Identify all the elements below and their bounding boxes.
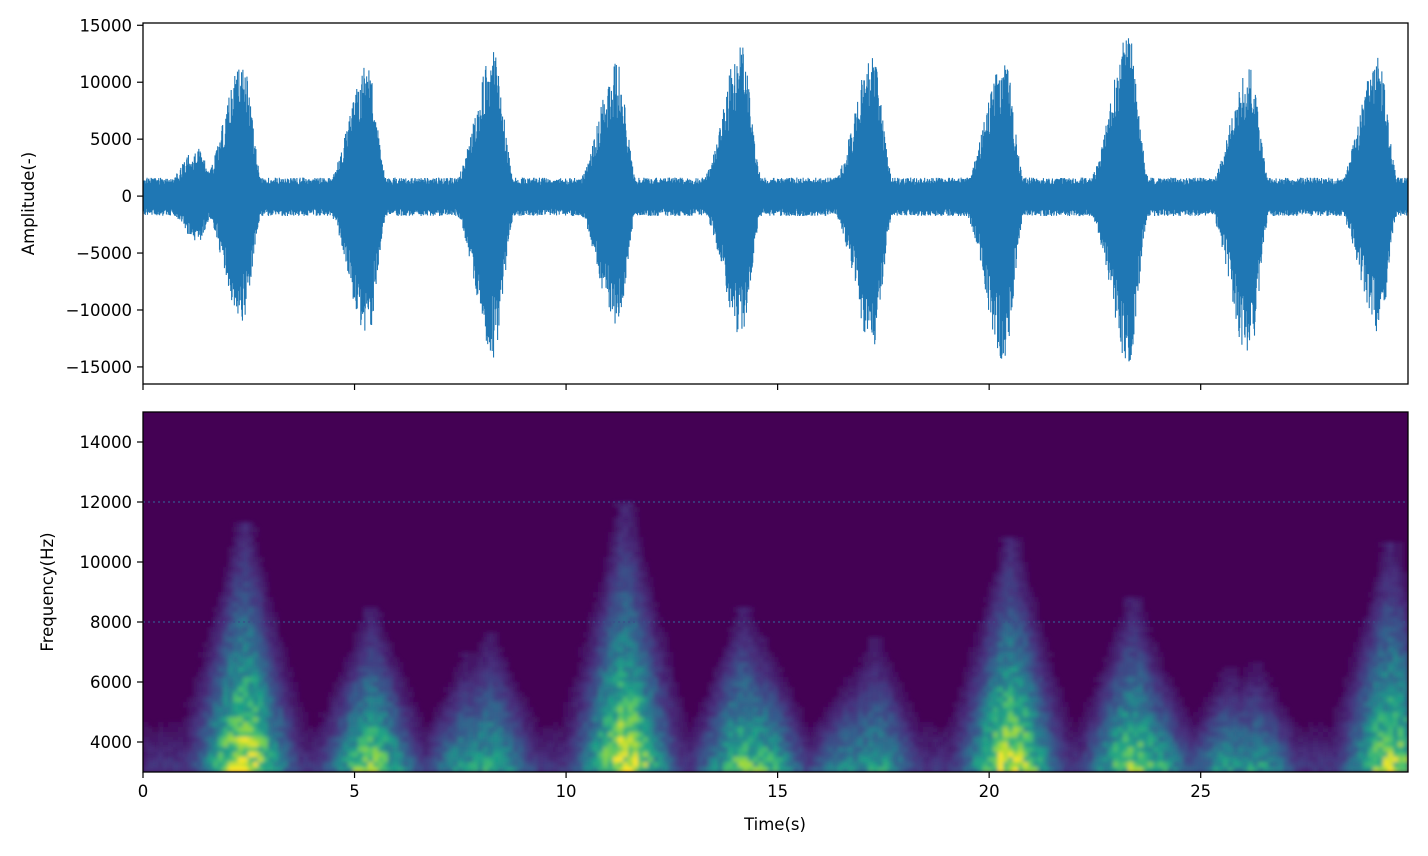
waveform-y-axis-ticks: 15000 10000 5000 0 −5000 −10000 −15000: [66, 16, 143, 377]
waveform-y-tick-label: 0: [122, 187, 133, 206]
spectrogram-panel: 4000 6000 8000 10000 12000 14000 0 5 10 15 20 25 F…: [38, 411, 1409, 834]
spectrogram-x-tick-label: 0: [138, 782, 149, 801]
waveform-series: [143, 38, 1408, 362]
spectrogram-x-tick-label: 10: [556, 782, 577, 801]
spectrogram-y-tick-label: 14000: [80, 433, 133, 452]
spectrogram-x-tick-label: 15: [767, 782, 788, 801]
spectrogram-y-tick-label: 4000: [90, 733, 132, 752]
spectrogram-y-axis-ticks: 4000 6000 8000 10000 12000 14000: [80, 433, 143, 752]
waveform-y-axis-label: Amplitude(-): [19, 152, 38, 255]
waveform-y-tick-label: −15000: [66, 358, 132, 377]
waveform-frame: [142, 22, 1409, 385]
waveform-x-axis-ticks: [142, 384, 1202, 390]
spectrogram-y-tick-label: 10000: [80, 553, 133, 572]
waveform-panel: 15000 10000 5000 0 −5000 −10000 −15000 Amplitu…: [19, 16, 1409, 390]
spectrogram-hum-lines: [143, 501, 1408, 623]
spectrogram-y-tick-label: 8000: [90, 613, 132, 632]
spectrogram-x-tick-label: 20: [979, 782, 1000, 801]
spectrogram-energy: [143, 502, 1408, 772]
spectrogram-y-tick-label: 12000: [80, 493, 133, 512]
waveform-y-tick-label: −5000: [76, 244, 132, 263]
waveform-y-tick-label: 15000: [80, 16, 133, 35]
waveform-y-tick-label: 10000: [80, 73, 133, 92]
spectrogram-x-tick-label: 25: [1190, 782, 1211, 801]
spectrogram-x-tick-label: 5: [349, 782, 360, 801]
spectrogram-frame: [142, 411, 1409, 773]
waveform-trace: [143, 38, 1408, 362]
spectrogram-y-axis-label: Frequency(Hz): [38, 532, 57, 651]
spectrogram-x-axis-ticks: 0 5 10 15 20 25: [138, 772, 1211, 801]
spectrogram-x-axis-label: Time(s): [743, 815, 806, 834]
waveform-y-tick-label: 5000: [90, 130, 132, 149]
waveform-y-tick-label: −10000: [66, 301, 132, 320]
spectrogram-y-tick-label: 6000: [90, 673, 132, 692]
